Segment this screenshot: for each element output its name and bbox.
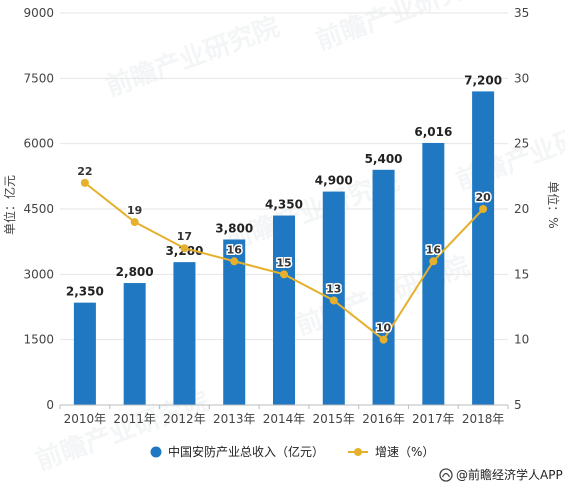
line-point [280, 270, 288, 279]
legend-line-label: 增速（%） [375, 445, 434, 459]
x-tick-label: 2017年 [412, 412, 455, 426]
bar-data-label: 4,350 [265, 198, 303, 212]
bar [273, 215, 295, 405]
y-left-tick-label: 7500 [23, 71, 54, 85]
line-data-label: 17 [177, 230, 192, 243]
x-tick-label: 2016年 [362, 412, 405, 426]
bar-series: 2,3502,8003,2803,8004,3504,9005,4006,016… [66, 73, 502, 406]
legend: 中国安防产业总收入（亿元） 增速（%） [150, 444, 434, 459]
y-left-tick-label: 9000 [23, 6, 54, 20]
y-left-tick-label: 4500 [23, 202, 54, 216]
line-point [230, 257, 239, 266]
bar-data-label: 4,900 [315, 174, 353, 188]
x-tick-label: 2018年 [462, 412, 505, 426]
line-point [130, 218, 139, 227]
line-data-label: 22 [77, 165, 92, 178]
bar-data-label: 3,800 [215, 221, 253, 235]
line-series: 22 19 17 16 15 13 10 16 20 [76, 163, 493, 344]
bar-data-label: 7,200 [464, 73, 502, 87]
bar [73, 302, 96, 405]
y-right-axis-title: 单位：% [546, 181, 561, 228]
source-credit: @前瞻经济学人APP [439, 467, 563, 482]
legend-bar-marker [150, 446, 162, 458]
bar [372, 169, 395, 405]
x-tick-label: 2015年 [313, 412, 356, 426]
y-left-tick-label: 3000 [23, 267, 54, 281]
x-tick-label: 2014年 [263, 412, 306, 426]
y-right-tick-label: 35 [514, 6, 529, 20]
line-point [379, 335, 388, 344]
bar-data-label: 2,350 [66, 285, 104, 299]
bar-data-label: 6,016 [414, 125, 452, 139]
y-right-tick-label: 30 [514, 71, 529, 85]
line-data-label: 10 [376, 322, 392, 335]
x-tick-label: 2010年 [64, 412, 107, 426]
bar [422, 142, 445, 405]
y-right-tick-label: 20 [514, 202, 529, 216]
legend-bar-label: 中国安防产业总收入（亿元） [168, 444, 324, 459]
y-left-tick-label: 1500 [23, 333, 54, 347]
y-right-tick-label: 15 [514, 267, 529, 281]
line-point [479, 205, 488, 213]
brand-logo-mark [441, 472, 451, 478]
watermark-text: 前瞻产业研究院 [312, 0, 494, 57]
y-right-tick-label: 25 [514, 137, 529, 151]
x-tick-label: 2013年 [213, 412, 256, 426]
y-left-axis-title: 单位：亿元 [2, 175, 17, 235]
line-point [429, 257, 438, 266]
line-data-label: 13 [326, 282, 341, 295]
bar-data-label: 2,800 [116, 265, 154, 279]
x-tick-label: 2012年 [163, 412, 206, 426]
bar [173, 262, 196, 405]
axes: 0 1500 3000 4500 6000 7500 9000 5 10 15 20 25 30 35 20… [23, 6, 529, 426]
line-data-label: 16 [227, 243, 243, 256]
y-right-tick-label: 10 [514, 333, 529, 347]
y-left-tick-label: 0 [46, 398, 54, 412]
bar [472, 91, 495, 406]
line-data-label: 15 [276, 256, 291, 269]
line-point [329, 296, 338, 305]
line-point [180, 244, 189, 253]
line-data-label: 20 [475, 191, 491, 204]
source-text: @前瞻经济学人APP [456, 467, 563, 482]
line-point [80, 178, 89, 187]
y-left-tick-label: 6000 [23, 137, 54, 151]
watermark-text: 前瞻产业研究院 [102, 11, 284, 102]
y-right-tick-label: 5 [514, 398, 522, 412]
legend-line-marker [354, 448, 362, 456]
line-data-label: 16 [426, 243, 442, 256]
line-data-label: 19 [127, 204, 142, 217]
x-tick-label: 2011年 [113, 412, 156, 426]
bar [223, 239, 246, 405]
bar-data-label: 5,400 [365, 152, 403, 166]
bar [123, 283, 146, 405]
brand-logo-icon [439, 468, 453, 482]
